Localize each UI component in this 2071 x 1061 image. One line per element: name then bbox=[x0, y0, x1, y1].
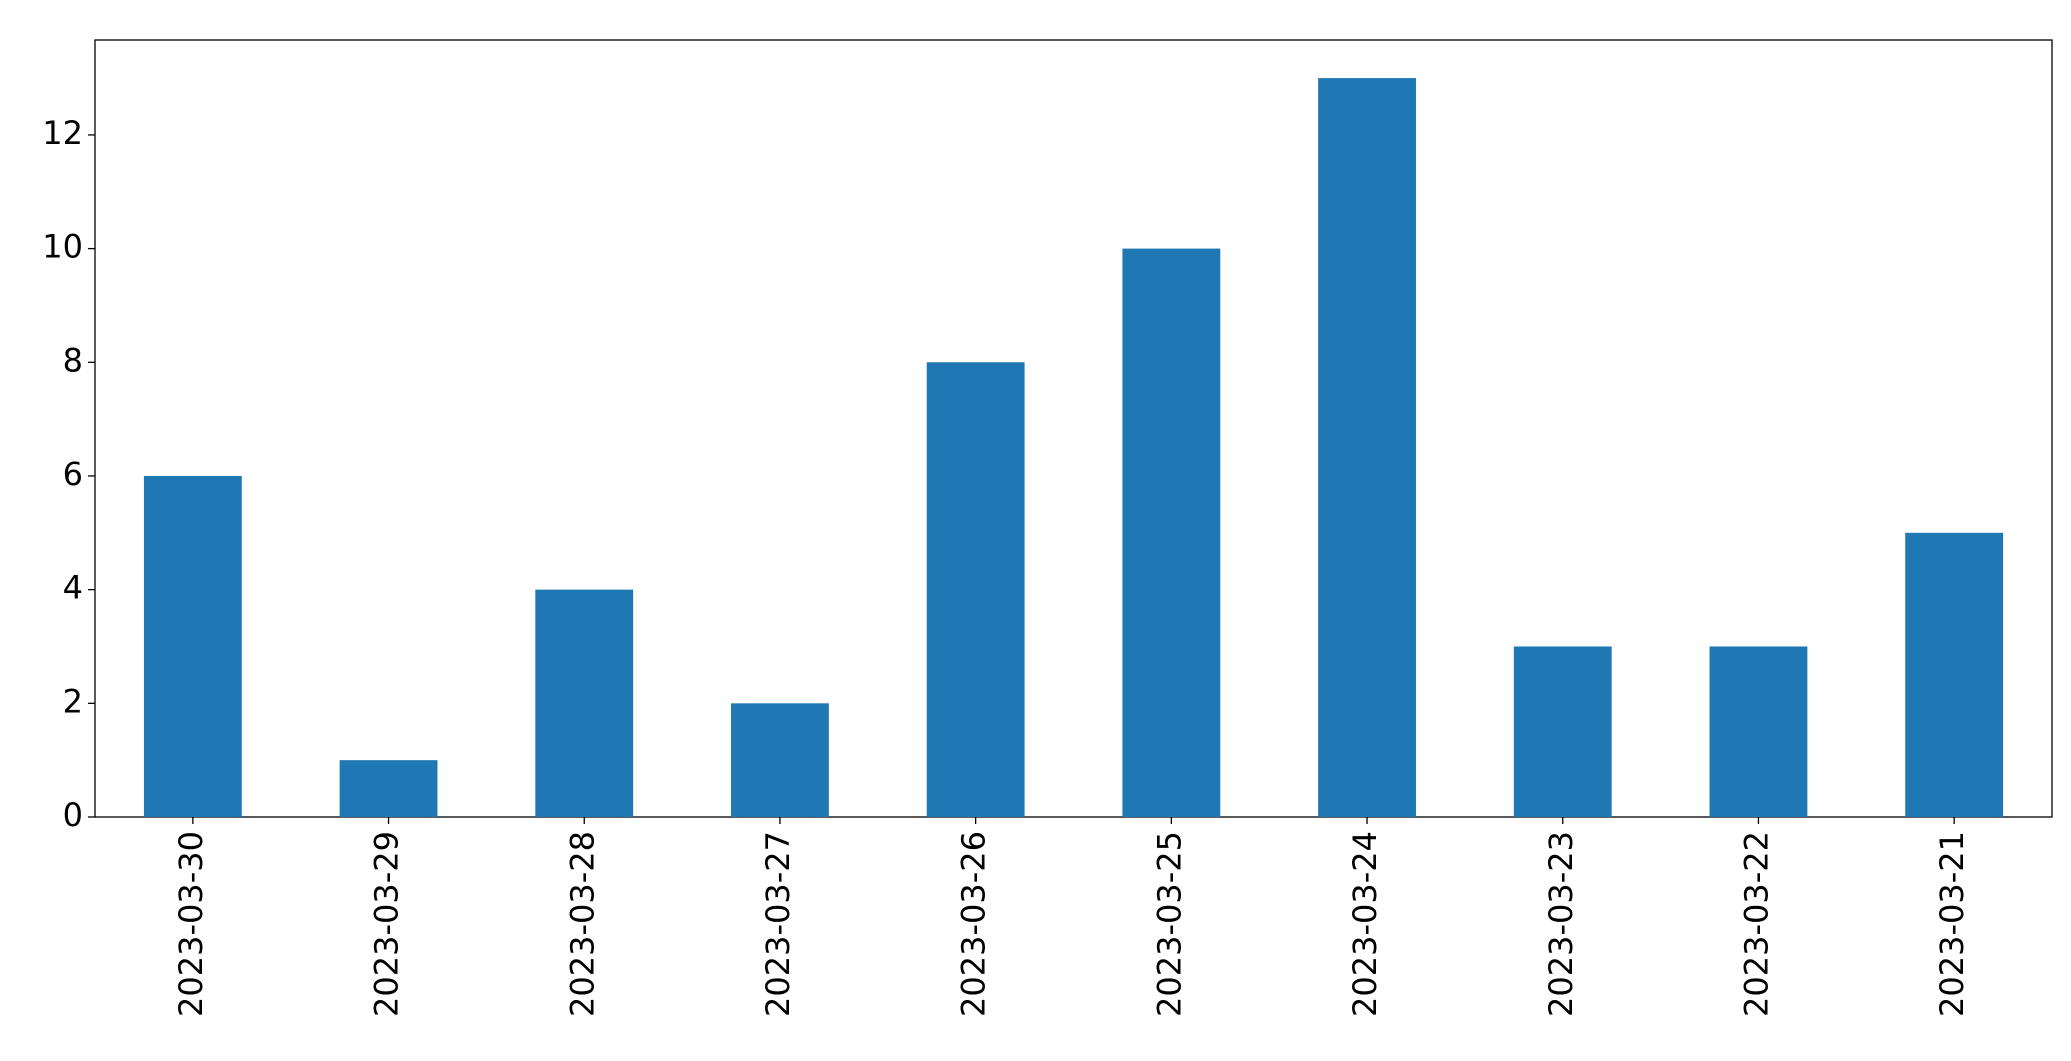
bar bbox=[1318, 78, 1416, 818]
x-tick-label: 2023-03-30 bbox=[172, 831, 210, 1017]
x-tick-label: 2023-03-27 bbox=[759, 831, 797, 1017]
x-tick-label: 2023-03-29 bbox=[368, 831, 406, 1017]
y-tick-label: 8 bbox=[63, 341, 83, 379]
y-tick-label: 4 bbox=[63, 569, 83, 607]
y-tick-label: 0 bbox=[63, 796, 83, 834]
bar bbox=[1513, 646, 1612, 817]
bar bbox=[535, 589, 634, 817]
x-tick-label: 2023-03-22 bbox=[1737, 831, 1775, 1017]
plot-frame bbox=[94, 39, 2053, 818]
bar bbox=[1905, 532, 2004, 817]
x-tick-label: 2023-03-28 bbox=[563, 831, 601, 1017]
y-tick-label: 2 bbox=[63, 682, 83, 720]
y-tick-label: 6 bbox=[63, 455, 83, 493]
y-tick-label: 12 bbox=[42, 114, 83, 152]
x-tick-label: 2023-03-25 bbox=[1150, 831, 1188, 1017]
x-tick-label: 2023-03-23 bbox=[1542, 831, 1580, 1017]
bar bbox=[731, 703, 829, 817]
bar bbox=[339, 760, 438, 817]
x-tick-label: 2023-03-26 bbox=[955, 831, 993, 1017]
bar bbox=[1122, 248, 1221, 817]
bar bbox=[143, 475, 242, 817]
y-tick-label: 10 bbox=[42, 228, 83, 266]
x-tick-label: 2023-03-24 bbox=[1346, 831, 1384, 1017]
bar bbox=[926, 362, 1025, 817]
x-tick-label: 2023-03-21 bbox=[1933, 831, 1971, 1017]
bar bbox=[1709, 646, 1808, 817]
